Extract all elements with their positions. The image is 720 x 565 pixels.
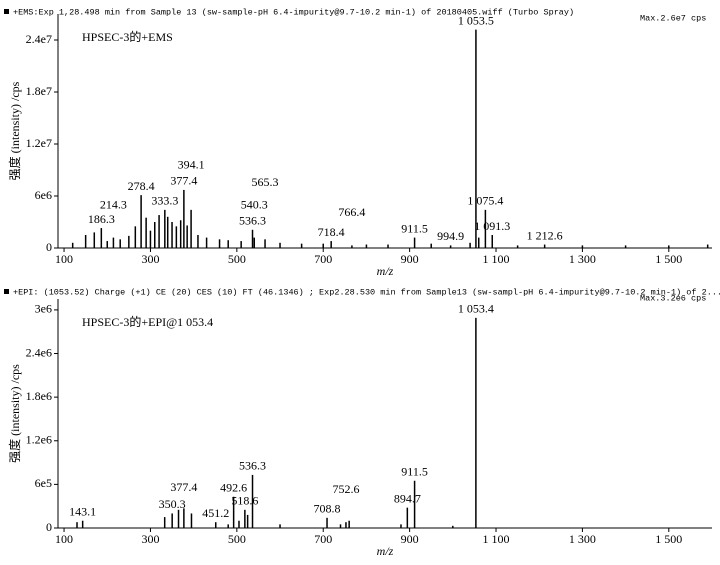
x-tick-label: 300 xyxy=(141,532,159,546)
x-tick-label: 500 xyxy=(228,532,246,546)
peak-label: 278.4 xyxy=(128,179,155,193)
x-tick-label: 900 xyxy=(401,532,419,546)
peak-label: 492.6 xyxy=(220,480,247,494)
y-tick-label: 2.4e6 xyxy=(26,345,52,359)
peak-label: 718.4 xyxy=(318,225,345,239)
y-tick-label: 1.8e7 xyxy=(26,84,52,98)
peak-label: 894.7 xyxy=(394,491,421,505)
peak-label: 536.3 xyxy=(239,459,266,473)
x-tick-label: 100 xyxy=(55,252,73,266)
peak-label: 214.3 xyxy=(100,197,127,211)
x-tick-label: 100 xyxy=(55,532,73,546)
peak-label: 565.3 xyxy=(252,175,279,189)
peak-label: 186.3 xyxy=(88,212,115,226)
y-tick-label: 0 xyxy=(46,240,52,254)
peak-label: 377.4 xyxy=(170,480,197,494)
peak-label: 708.8 xyxy=(314,502,341,516)
y-tick-label: 1.2e7 xyxy=(26,136,52,150)
header: +EPI: (1053.52) Charge (+1) CE (20) CES … xyxy=(13,287,720,297)
x-axis-label: m/z xyxy=(377,264,394,278)
peak-label: 518.6 xyxy=(231,494,258,508)
y-tick-label: 6e6 xyxy=(35,188,52,202)
header-marker xyxy=(4,9,9,14)
peak-label: 1 091.3 xyxy=(474,219,510,233)
peak-label: 994.9 xyxy=(437,229,464,243)
x-tick-label: 1 300 xyxy=(569,252,596,266)
peak-label: 766.4 xyxy=(338,205,365,219)
peak-label: 1 053.5 xyxy=(458,13,494,27)
y-tick-label: 3e6 xyxy=(35,302,52,316)
x-tick-label: 1 500 xyxy=(655,252,682,266)
peak-label: 1 212.6 xyxy=(527,228,563,242)
x-tick-label: 1 100 xyxy=(483,532,510,546)
inset-label: HPSEC-3的+EPI@1 053.4 xyxy=(82,314,213,329)
peak-label: 1 053.4 xyxy=(458,302,494,316)
peak-label: 536.3 xyxy=(239,214,266,228)
peak-label: 143.1 xyxy=(69,504,96,518)
y-tick-label: 1.8e6 xyxy=(26,389,52,403)
y-tick-label: 1.2e6 xyxy=(26,433,52,447)
y-axis-label: 强度 (intensity) /cps xyxy=(7,364,22,463)
peak-label: 752.6 xyxy=(332,482,359,496)
x-tick-label: 1 300 xyxy=(569,532,596,546)
x-tick-label: 900 xyxy=(401,252,419,266)
peak-label: 377.4 xyxy=(170,174,197,188)
x-tick-label: 700 xyxy=(314,532,332,546)
max-label: Max.3.2e6 cps xyxy=(640,293,706,303)
peak-label: 333.3 xyxy=(151,194,178,208)
x-tick-label: 700 xyxy=(314,252,332,266)
peak-label: 911.5 xyxy=(401,464,428,478)
header-marker xyxy=(4,289,9,294)
header: +EMS:Exp 1,28.498 min from Sample 13 (sw… xyxy=(13,7,574,17)
x-tick-label: 300 xyxy=(141,252,159,266)
x-tick-label: 500 xyxy=(228,252,246,266)
x-tick-label: 1 100 xyxy=(483,252,510,266)
peak-label: 394.1 xyxy=(178,158,205,172)
x-tick-label: 1 500 xyxy=(655,532,682,546)
peak-label: 350.3 xyxy=(159,497,186,511)
y-tick-label: 2.4e7 xyxy=(26,32,52,46)
inset-label: HPSEC-3的+EMS xyxy=(82,29,173,44)
peak-label: 1 075.4 xyxy=(467,194,503,208)
y-axis-label: 强度 (intensity) /cps xyxy=(7,81,22,180)
y-tick-label: 0 xyxy=(46,520,52,534)
peak-label: 540.3 xyxy=(241,197,268,211)
max-label: Max.2.6e7 cps xyxy=(640,13,706,23)
y-tick-label: 6e5 xyxy=(35,476,52,490)
peak-label: 451.2 xyxy=(202,506,229,520)
peak-label: 911.5 xyxy=(401,221,428,235)
x-axis-label: m/z xyxy=(377,544,394,558)
